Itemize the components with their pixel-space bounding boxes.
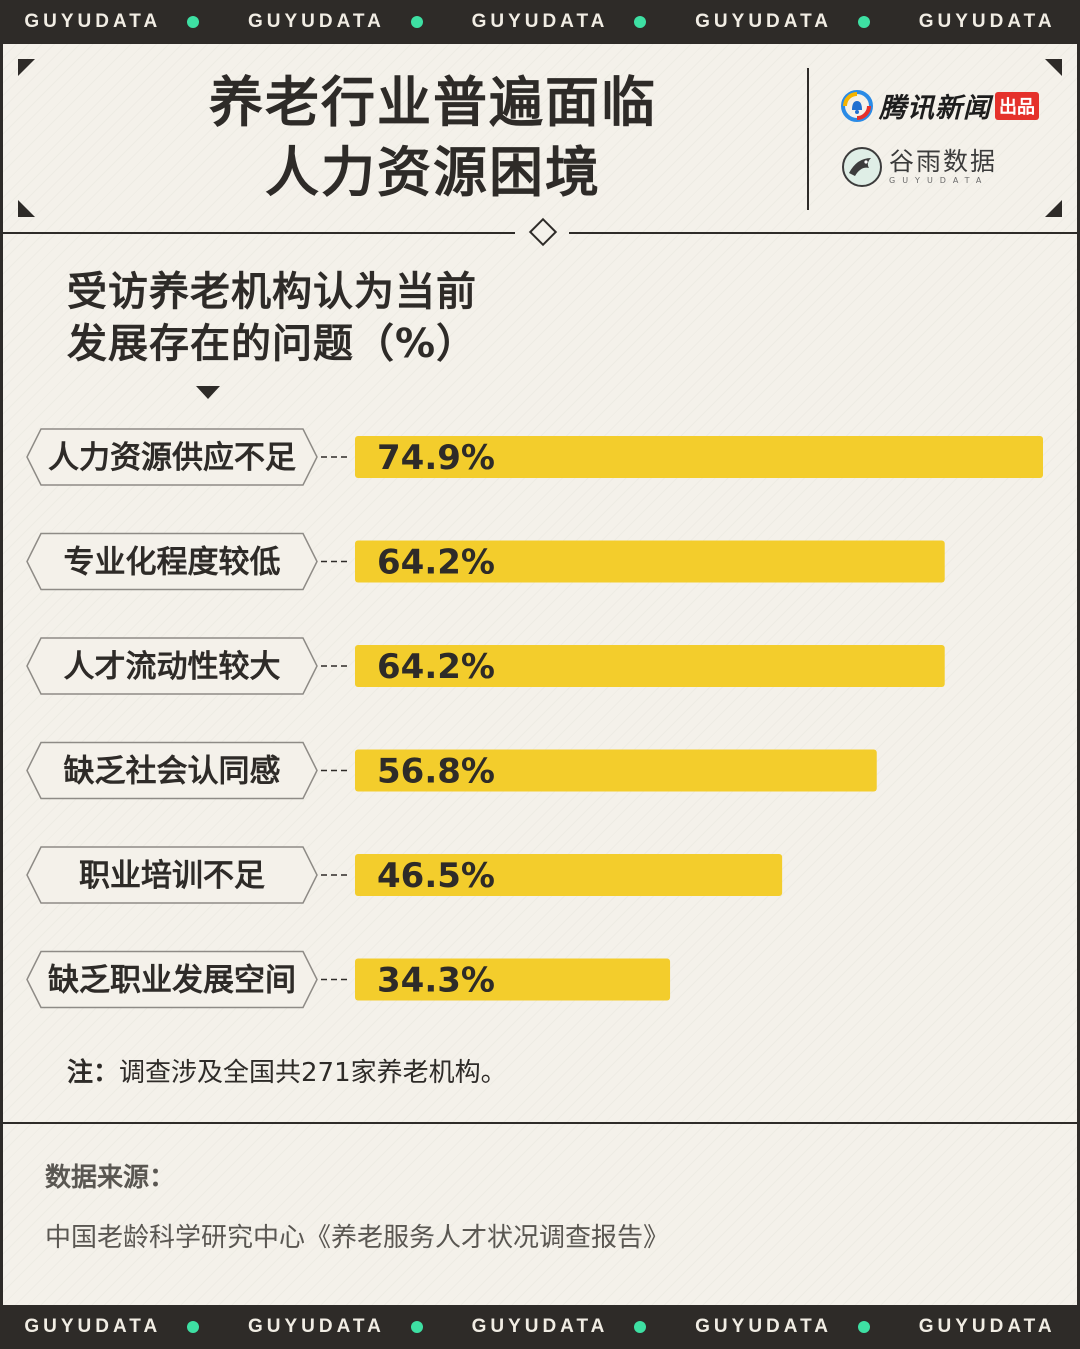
survey-note: 注：调查涉及全国共271家养老机构。 xyxy=(67,1052,507,1089)
corner-mark-bottom-right xyxy=(1045,200,1062,217)
strip-brand-text: GUYUDATA xyxy=(918,1316,1056,1337)
guyu-data-logo: 谷雨数据 GUYUDATA xyxy=(841,146,997,188)
value-label: 34.3% xyxy=(377,961,495,1001)
note-label: 注： xyxy=(67,1058,120,1088)
category-label: 专业化程度较低 xyxy=(64,545,281,581)
tencent-news-bell-icon xyxy=(841,89,873,122)
top-brand-strip: GUYUDATA GUYUDATA GUYUDATA GUYUDATA GUYU… xyxy=(0,0,1080,44)
chart-subtitle: 受访养老机构认为当前 发展存在的问题（%） xyxy=(67,266,477,370)
strip-brand: GUYUDATA xyxy=(695,1316,870,1338)
category-label: 职业培训不足 xyxy=(79,858,265,894)
header-rule-left xyxy=(3,232,515,234)
corner-mark-top-left xyxy=(18,59,35,76)
value-label: 64.2% xyxy=(377,543,495,583)
category-tag xyxy=(26,532,318,591)
infographic-canvas: 养老行业普遍面临 人力资源困境 腾讯新闻 出品 谷雨数据 GUYUDATA 受访… xyxy=(3,44,1077,1305)
value-label: 46.5% xyxy=(377,856,495,896)
value-label: 64.2% xyxy=(377,647,495,687)
source-label: 数据来源： xyxy=(45,1163,176,1193)
guyu-sub: GUYUDATA xyxy=(889,176,989,185)
footer-divider xyxy=(3,1122,1077,1124)
bar xyxy=(355,749,877,792)
value-label: 56.8% xyxy=(377,752,495,792)
corner-mark-bottom-left xyxy=(18,200,35,217)
down-arrow-icon xyxy=(196,386,220,399)
strip-dot xyxy=(858,1321,870,1333)
source-text: 中国老龄科学研究中心《养老服务人才状况调查报告》 xyxy=(45,1223,670,1253)
strip-brand-text: GUYUDATA xyxy=(471,1316,609,1337)
title-line-1: 养老行业普遍面临 xyxy=(209,71,657,134)
strip-brand-text: GUYUDATA xyxy=(695,11,832,32)
category-label: 缺乏社会认同感 xyxy=(64,754,281,790)
header-rule-right xyxy=(569,232,1077,234)
strip-brand: GUYUDATA xyxy=(695,11,870,33)
guyu-name: 谷雨数据 xyxy=(889,147,998,176)
strip-brand-text: GUYUDATA xyxy=(918,11,1056,32)
bar xyxy=(355,436,1043,478)
strip-brand-text: GUYUDATA xyxy=(247,1316,385,1337)
title-line-2: 人力资源困境 xyxy=(265,141,601,204)
strip-dot xyxy=(410,1321,423,1333)
corner-mark-top-right xyxy=(1045,59,1062,76)
strip-brand-text: GUYUDATA xyxy=(695,1316,832,1337)
note-text: 调查涉及全国共271家养老机构。 xyxy=(119,1058,507,1088)
guyu-bird-icon xyxy=(842,147,882,187)
strip-brand: GUYUDATA xyxy=(248,1316,423,1338)
strip-dot xyxy=(187,16,200,28)
strip-brand: GUYUDATA xyxy=(472,11,647,33)
strip-brand-text: GUYUDATA xyxy=(24,1316,162,1337)
subtitle-line-2: 发展存在的问题（%） xyxy=(67,321,478,367)
value-label: 74.9% xyxy=(377,438,495,478)
bar xyxy=(355,645,945,687)
category-label: 缺乏职业发展空间 xyxy=(48,963,296,999)
strip-brand-text: GUYUDATA xyxy=(247,11,385,32)
strip-brand: GUYUDATA xyxy=(472,1316,647,1338)
strip-brand: GUYUDATA xyxy=(24,11,200,33)
strip-brand-text: GUYUDATA xyxy=(24,11,162,32)
tencent-news-tag: 出品 xyxy=(995,91,1039,120)
category-tag xyxy=(26,637,318,695)
strip-brand: GUYUDATA xyxy=(919,11,1056,33)
category-label: 人力资源供应不足 xyxy=(48,440,296,476)
bar xyxy=(355,540,945,583)
category-tag xyxy=(26,741,318,800)
bar-chart: 人力资源供应不足 74.9% 专业化程度较低 64.2% 人才流动性较大 64.2% 缺乏社… xyxy=(26,428,1043,1009)
bottom-brand-strip: GUYUDATA GUYUDATA GUYUDATA GUYUDATA GUYU… xyxy=(0,1305,1080,1349)
page-title: 养老行业普遍面临 人力资源困境 xyxy=(113,68,753,208)
tencent-news-name: 腾讯新闻 xyxy=(879,93,991,124)
strip-dot xyxy=(634,16,647,28)
strip-dot xyxy=(187,1321,200,1333)
category-label: 人才流动性较大 xyxy=(64,649,281,685)
strip-dot xyxy=(410,16,423,28)
header-divider xyxy=(807,68,809,210)
strip-brand: GUYUDATA xyxy=(919,1316,1056,1338)
guyu-text: 谷雨数据 GUYUDATA xyxy=(889,148,997,186)
strip-brand: GUYUDATA xyxy=(248,11,423,33)
category-tag xyxy=(26,846,318,904)
bar xyxy=(355,958,671,1001)
bar xyxy=(355,854,783,896)
strip-brand-text: GUYUDATA xyxy=(471,11,609,32)
category-tag xyxy=(26,428,318,486)
subtitle-line-1: 受访养老机构认为当前 xyxy=(67,269,477,315)
category-tag xyxy=(26,950,318,1009)
strip-brand: GUYUDATA xyxy=(24,1316,200,1338)
strip-dot xyxy=(634,1321,647,1333)
strip-dot xyxy=(858,16,870,28)
tencent-news-logo: 腾讯新闻 出品 xyxy=(841,86,1039,125)
